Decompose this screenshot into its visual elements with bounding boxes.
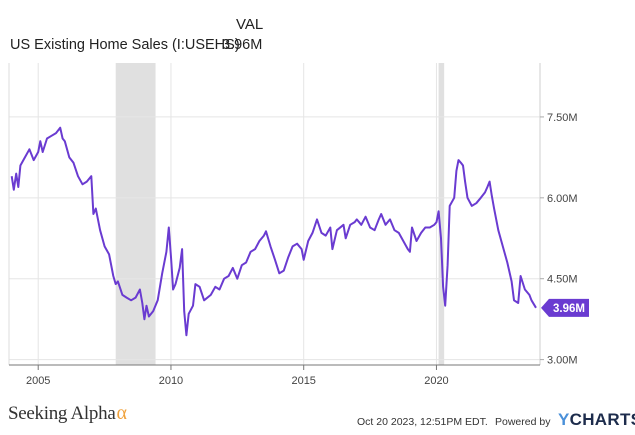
header-val-label: VAL — [236, 16, 264, 33]
end-value-marker: 3.96M — [541, 298, 589, 317]
x-axis-ticks: 2005 2010 2015 2020 — [26, 365, 449, 387]
y-tick-label-4.50M: 4.50M — [547, 274, 578, 286]
recession-band-0 — [115, 63, 156, 365]
end-value-flag — [541, 298, 589, 317]
series-current-value: 3.96M — [222, 37, 263, 53]
ycharts-y-glyph: Y — [558, 410, 570, 429]
x-tick-label-2010: 2010 — [159, 375, 183, 387]
line-chart[interactable]: 2005 2010 2015 2020 3.00M 4.50M 6.00M 7.50M 3.… — [0, 0, 635, 400]
series-legend-label[interactable]: US Existing Home Sales (I:USEHS) — [10, 37, 240, 53]
timestamp: Oct 20 2023, 12:51PM EDT. — [357, 416, 488, 428]
powered-by-label: Powered by — [495, 416, 551, 428]
end-value-label: 3.96M — [553, 303, 585, 315]
y-tick-label-6.00M: 6.00M — [547, 193, 578, 205]
x-tick-label-2015: 2015 — [291, 375, 315, 387]
y-tick-label-7.50M: 7.50M — [547, 112, 578, 124]
series-line-0 — [10, 126, 537, 337]
alpha-symbol-icon: α — [116, 402, 127, 424]
plot-frame — [8, 63, 541, 366]
gridlines — [9, 63, 540, 365]
ycharts-wordmark: CHARTS — [569, 410, 635, 429]
seeking-alpha-logo[interactable]: Seeking Alphaα — [8, 402, 127, 425]
y-axis-ticks: 3.00M 4.50M 6.00M 7.50M — [540, 112, 578, 367]
recession-band-1 — [438, 63, 445, 365]
series-lines — [10, 126, 537, 337]
x-tick-label-2020: 2020 — [424, 375, 448, 387]
brand-name: Seeking Alpha — [8, 403, 116, 424]
recession-bands — [115, 63, 445, 365]
y-tick-label-3.00M: 3.00M — [547, 355, 578, 367]
ycharts-logo[interactable]: YCHARTS — [558, 410, 635, 430]
x-tick-label-2005: 2005 — [26, 375, 50, 387]
